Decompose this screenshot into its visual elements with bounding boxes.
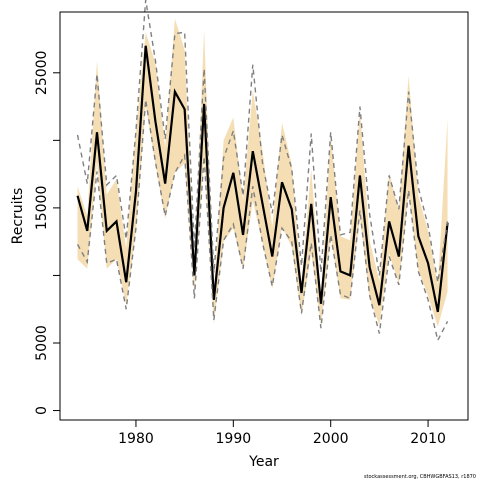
- x-axis-label: Year: [248, 454, 279, 470]
- y-tick-label: 5000: [34, 325, 50, 361]
- y-tick-label: 25000: [34, 51, 50, 96]
- confidence-band: [77, 18, 448, 327]
- y-axis-label: Recruits: [10, 188, 26, 245]
- x-tick-label: 2010: [410, 431, 446, 447]
- credit-text: stockassessment.org, CBHWGBFAS13, r1870: [364, 474, 476, 480]
- upper-bound-line: [76, 0, 449, 283]
- y-tick-label: 15000: [34, 186, 50, 231]
- x-tick-label: 1990: [216, 431, 252, 447]
- y-tick-label: 0: [34, 406, 50, 415]
- lower-bound-line: [76, 99, 449, 343]
- x-tick-label: 1980: [118, 431, 154, 447]
- x-tick-label: 2000: [313, 431, 349, 447]
- plot-frame: [59, 11, 469, 421]
- estimate-line: [76, 45, 449, 313]
